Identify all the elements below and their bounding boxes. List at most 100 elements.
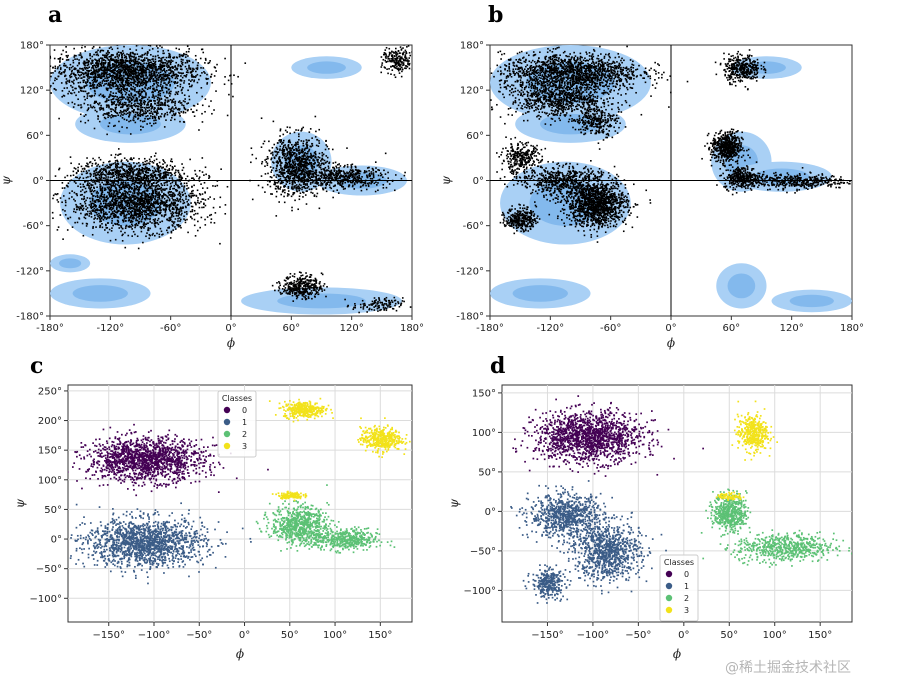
data-point: [109, 68, 111, 70]
data-point: [132, 59, 135, 61]
data-point: [129, 172, 131, 174]
data-point: [130, 88, 132, 90]
data-point: [80, 74, 83, 76]
data-point: [100, 168, 103, 170]
data-point: [129, 119, 132, 122]
data-point: [188, 79, 190, 81]
data-point: [103, 116, 106, 119]
data-point: [135, 211, 137, 214]
data-point: [163, 214, 166, 216]
data-point: [124, 61, 127, 63]
data-point: [65, 82, 68, 85]
data-point: [145, 177, 148, 180]
data-point: [82, 177, 85, 180]
data-point: [145, 211, 148, 214]
data-point: [94, 217, 96, 219]
data-point: [111, 101, 113, 104]
data-point: [87, 72, 90, 75]
data-point: [139, 119, 142, 122]
data-point: [138, 161, 140, 164]
data-point: [72, 81, 74, 83]
data-point: [180, 210, 183, 212]
data-point: [183, 215, 185, 218]
data-point: [196, 68, 199, 71]
data-point: [164, 211, 167, 213]
data-point: [161, 76, 163, 79]
data-point: [178, 225, 180, 228]
data-point: [94, 90, 96, 93]
data-point: [137, 216, 140, 218]
data-point: [132, 200, 135, 202]
data-point: [173, 195, 175, 198]
data-point: [270, 169, 273, 172]
data-point: [54, 67, 57, 70]
data-point: [135, 111, 137, 114]
data-point: [178, 213, 180, 216]
data-point: [114, 95, 117, 98]
data-point: [92, 82, 94, 84]
data-point: [100, 171, 103, 174]
data-point: [144, 96, 147, 98]
data-point: [129, 199, 132, 201]
data-point: [167, 74, 169, 77]
data-point: [144, 117, 146, 120]
data-point: [138, 204, 140, 206]
data-point: [192, 70, 194, 72]
data-point: [103, 58, 105, 61]
data-point: [156, 110, 159, 113]
data-point: [177, 65, 179, 67]
data-point: [71, 196, 73, 198]
data-point: [149, 217, 151, 220]
data-point: [65, 59, 68, 61]
data-point: [131, 204, 133, 206]
data-point: [121, 219, 124, 221]
data-point: [82, 170, 85, 173]
data-point: [108, 105, 110, 108]
favored-region-core: [72, 285, 128, 302]
data-point: [113, 216, 116, 219]
data-point: [99, 224, 102, 227]
data-point: [147, 213, 149, 216]
data-point: [162, 65, 165, 68]
data-point: [125, 183, 127, 185]
data-point: [121, 88, 123, 91]
data-point: [148, 163, 151, 165]
data-point: [182, 200, 185, 202]
data-point: [94, 58, 96, 61]
data-point: [167, 49, 170, 52]
data-point: [90, 180, 93, 182]
data-point: [135, 174, 137, 176]
data-point: [71, 92, 73, 95]
data-point: [168, 74, 170, 77]
data-point: [112, 82, 115, 85]
data-point: [128, 111, 131, 113]
data-point: [94, 92, 97, 95]
data-point: [115, 88, 118, 90]
data-point: [161, 108, 163, 111]
data-point: [82, 90, 85, 93]
data-point: [111, 203, 114, 206]
data-point: [121, 204, 124, 207]
data-point: [94, 51, 97, 54]
data-point: [204, 204, 207, 207]
data-point: [169, 69, 172, 72]
data-point: [145, 71, 148, 74]
data-point: [172, 229, 174, 231]
data-point: [45, 91, 47, 93]
data-point: [147, 199, 150, 201]
data-point: [120, 65, 122, 68]
data-point: [146, 88, 149, 90]
data-point: [136, 85, 139, 88]
data-point: [87, 163, 89, 165]
data-point: [80, 204, 83, 207]
data-point: [119, 109, 122, 112]
data-point: [98, 165, 101, 168]
data-point: [82, 198, 85, 201]
data-point: [156, 177, 158, 179]
data-point: [159, 221, 161, 223]
data-point: [145, 217, 148, 219]
data-point: [166, 195, 169, 198]
data-point: [101, 195, 103, 198]
data-point: [176, 67, 179, 70]
data-point: [153, 62, 156, 65]
